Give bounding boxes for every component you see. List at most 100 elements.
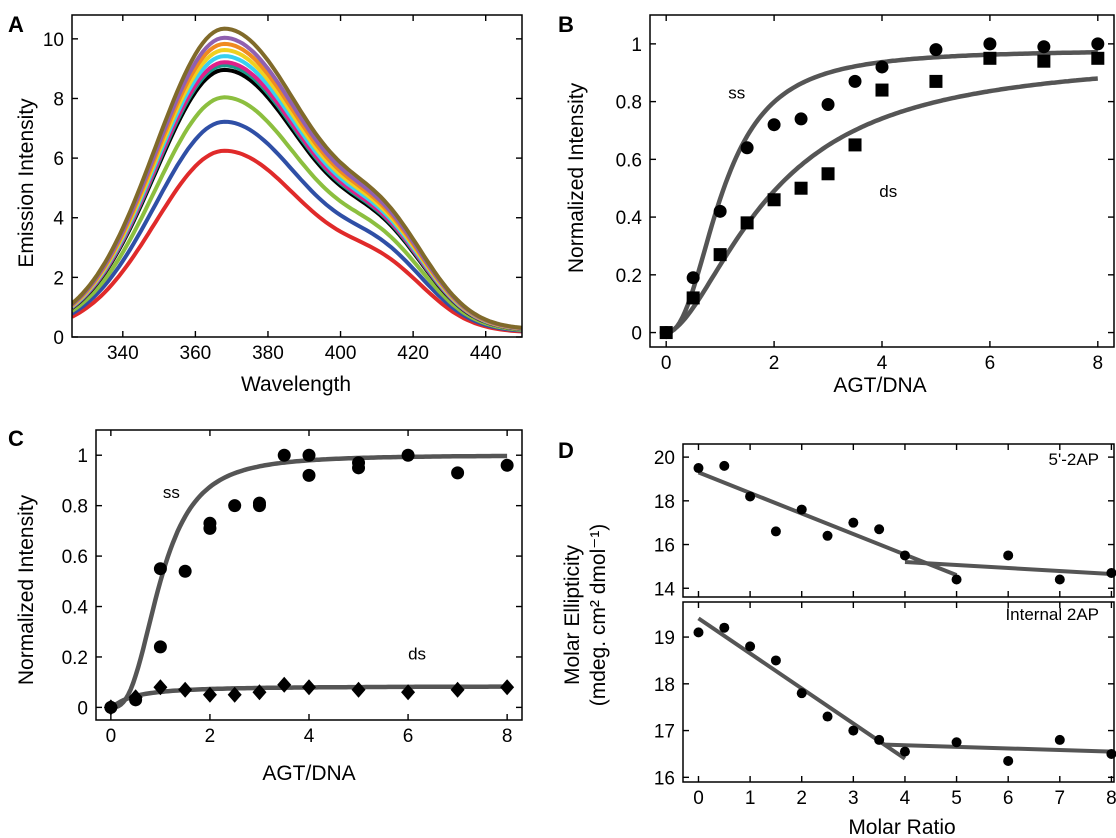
panel-c-ytick-label: 1: [77, 446, 88, 467]
panel-d-point: [693, 463, 704, 474]
panel-c-point-ds: [252, 684, 267, 701]
panel-c-point-ss: [451, 466, 465, 480]
panel-b-point-ss: [794, 112, 808, 126]
panel-c-point-ss: [500, 458, 514, 472]
panel-b-point-ds: [821, 167, 835, 181]
panel-d-point: [822, 530, 833, 541]
panel-b-xlabel: AGT/DNA: [833, 374, 926, 397]
panel-d-2-xtick-label: 7: [1055, 788, 1066, 809]
panel-d-point: [770, 655, 781, 666]
panel-c-point-ss: [401, 448, 415, 462]
panel-b-point-ds: [929, 74, 943, 88]
panel-a-ytick-label: 6: [53, 149, 64, 170]
panel-c-point-ss: [302, 448, 316, 462]
panel-a-ytick-label: 8: [53, 89, 64, 110]
panel-b-ytick-label: 1: [631, 35, 642, 56]
panel-a-ytick-label: 0: [53, 328, 64, 349]
panel-a-xtick-label: 380: [252, 343, 284, 364]
panel-d-point: [822, 711, 833, 722]
panel-c-point-ss: [352, 461, 366, 475]
panel-d-point: [719, 622, 730, 633]
panel-c-point-ds: [277, 676, 292, 693]
panel-d-ylabel-line1: Molar Ellipticity: [561, 544, 584, 685]
panel-d-2-xtick-label: 5: [951, 788, 962, 809]
panel-d-point: [848, 725, 859, 736]
panel-b-point-ds: [983, 51, 997, 65]
panel-c-ytick-label: 0.4: [62, 598, 89, 619]
panel-a-xtick-label: 340: [107, 343, 139, 364]
panel-d-1-ytick-label: 16: [654, 536, 675, 557]
panel-a-xtick-label: 440: [470, 343, 502, 364]
panel-d-point: [1003, 550, 1014, 561]
panel-d-ylabel-line2: (mdeg. cm² dmol⁻¹): [587, 524, 610, 707]
panel-c-ytick-label: 0: [77, 698, 88, 719]
panel-b-point-ds: [794, 181, 808, 195]
panel-a-xtick-label: 420: [397, 343, 429, 364]
panel-b-xtick-label: 8: [1093, 353, 1104, 374]
panel-a-series-line: [72, 95, 522, 332]
panel-c-point-ds: [178, 681, 193, 698]
panel-d-bottom-label: Internal 2AP: [1005, 605, 1099, 624]
panel-c-annotation-ss: ss: [163, 483, 180, 502]
panel-b-ytick-label: 0.2: [616, 266, 642, 287]
panel-d-fit-line: [884, 742, 1112, 754]
panel-d-fit-line: [904, 560, 1112, 577]
panel-c-ylabel: Normalized Intensity: [15, 494, 38, 685]
panel-a-ytick-label: 2: [53, 268, 64, 289]
panel-d-point: [1003, 755, 1014, 766]
panel-d-frame-2: [682, 601, 1115, 783]
panel-d-point: [874, 734, 885, 745]
panel-c-xlabel: AGT/DNA: [262, 762, 355, 785]
panel-c-point-ds: [500, 679, 515, 696]
panel-c-point-ss: [252, 496, 266, 510]
panel-d-point: [719, 460, 730, 471]
panel-d-point: [745, 491, 756, 502]
panel-c-point-ds: [450, 681, 465, 698]
panel-b-xtick-label: 0: [661, 353, 672, 374]
panel-d-2-xtick-label: 6: [1003, 788, 1014, 809]
panel-b-point-ds: [1037, 54, 1051, 68]
panel-b-point-ss: [713, 204, 727, 218]
panel-a-ylabel: Emission Intensity: [15, 98, 38, 268]
panel-d-2-xtick-label: 2: [796, 788, 807, 809]
panel-b-point-ss: [1091, 37, 1105, 51]
panel-b-ytick-label: 0.6: [616, 150, 642, 171]
panel-d-point: [899, 746, 910, 757]
panel-b-point-ss: [983, 37, 997, 51]
panel-d-1-ytick-label: 20: [654, 448, 675, 469]
panel-b-point-ss: [767, 118, 781, 132]
panel-c-xtick-label: 8: [502, 726, 513, 747]
panel-d-point: [770, 526, 781, 537]
panel-a-series-line: [72, 148, 522, 334]
panel-c-point-ds: [202, 686, 217, 703]
panel-d-point: [951, 737, 962, 748]
panel-c-ytick-label: 0.6: [62, 547, 88, 568]
panel-d-point: [796, 504, 807, 515]
panel-d-1-ytick-label: 14: [654, 579, 676, 600]
panel-b-point-ds: [1091, 51, 1105, 65]
panel-b-ytick-label: 0: [631, 324, 642, 345]
panel-d-2-ytick-label: 19: [654, 628, 675, 649]
panel-a-series-line: [72, 119, 522, 333]
panel-d-2-xtick-label: 4: [900, 788, 911, 809]
panel-b-point-ss: [740, 141, 754, 155]
panel-a-xtick-label: 360: [180, 343, 212, 364]
panel-letter-d: D: [558, 438, 574, 463]
panel-letter-a: A: [8, 12, 24, 37]
panel-b-xtick-label: 6: [985, 353, 996, 374]
panel-b-point-ss: [848, 74, 862, 88]
panel-d-point: [745, 641, 756, 652]
panel-c-xtick-label: 2: [205, 726, 216, 747]
panel-b-ylabel: Normalized Intensity: [565, 82, 588, 273]
panel-c-point-ds: [128, 689, 143, 706]
panel-c-point-ds: [302, 679, 316, 696]
panel-d-point: [693, 627, 704, 638]
panel-b-point-ss: [686, 271, 700, 285]
panel-a-xlabel: Wavelength: [241, 373, 351, 396]
panel-a-frame: [71, 14, 523, 338]
panel-d-fit-line: [697, 470, 958, 578]
panel-letter-b: B: [558, 12, 574, 37]
panel-a-ytick-label: 4: [53, 209, 64, 230]
panel-d-point: [1054, 734, 1065, 745]
